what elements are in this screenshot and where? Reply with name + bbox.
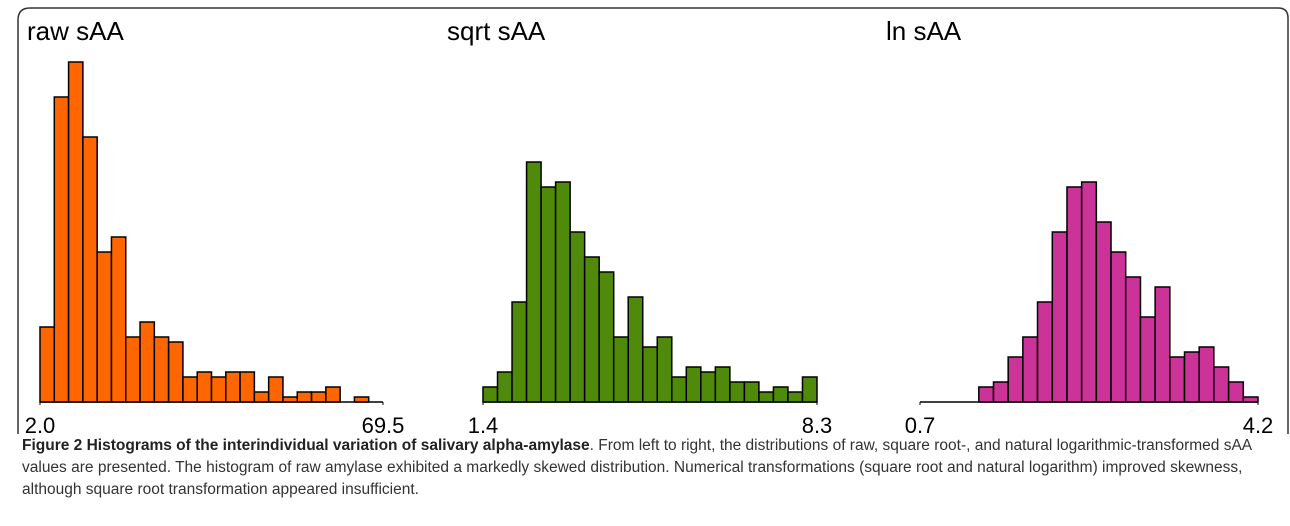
bar xyxy=(1110,251,1127,403)
caption-title: Figure 2 Histograms of the interindividu… xyxy=(22,437,590,454)
bar xyxy=(253,391,270,403)
chart-title: ln sAA xyxy=(886,16,962,46)
bar xyxy=(525,161,542,403)
bar xyxy=(1213,366,1230,403)
bar xyxy=(598,271,615,403)
bar xyxy=(153,336,170,403)
charts: raw sAA 2.0 69.5 sqrt sAA 1.4 8.3 ln sAA 0.7 4.2 xyxy=(17,7,1289,435)
x-tick-label: 69.5 xyxy=(362,413,405,435)
bar xyxy=(1183,351,1200,403)
bar xyxy=(210,376,227,403)
bar xyxy=(743,381,760,403)
caption: Figure 2 Histograms of the interindividu… xyxy=(22,435,1270,501)
bar xyxy=(992,381,1009,403)
x-tick-label: 1.4 xyxy=(468,413,499,435)
bar xyxy=(1007,356,1024,403)
bar xyxy=(714,366,731,403)
bar xyxy=(53,96,70,403)
bar xyxy=(282,396,299,403)
bar xyxy=(239,371,256,403)
bar xyxy=(772,386,789,403)
chart-title: raw sAA xyxy=(27,16,124,46)
bar xyxy=(353,396,370,403)
bar xyxy=(1154,286,1171,403)
bar xyxy=(1095,221,1112,403)
bar xyxy=(641,346,659,403)
x-tick-label: 2.0 xyxy=(25,413,56,435)
bar xyxy=(554,181,571,403)
bar xyxy=(656,336,673,403)
x-tick-label: 4.2 xyxy=(1243,413,1274,435)
bar xyxy=(1036,301,1054,403)
bar xyxy=(700,371,717,403)
bar xyxy=(758,391,775,403)
bar xyxy=(496,371,513,403)
bar xyxy=(196,371,213,403)
bar xyxy=(612,336,629,403)
bar xyxy=(325,386,341,403)
bar xyxy=(139,321,156,403)
x-tick-label: 0.7 xyxy=(905,413,936,435)
bar xyxy=(82,136,98,403)
bar xyxy=(125,336,141,403)
bar xyxy=(801,376,818,403)
bar xyxy=(671,376,688,403)
bar xyxy=(1169,356,1186,403)
frame xyxy=(17,7,1289,434)
bar xyxy=(1242,396,1259,403)
bar xyxy=(1198,346,1215,403)
bar xyxy=(511,301,528,403)
bar xyxy=(1139,316,1156,403)
bar xyxy=(182,376,198,403)
bar xyxy=(569,231,586,403)
bar xyxy=(1051,231,1068,403)
bar xyxy=(482,386,499,403)
bar xyxy=(787,391,804,403)
bar xyxy=(225,371,241,403)
bar xyxy=(583,256,600,403)
bar xyxy=(296,391,313,403)
bar xyxy=(1022,336,1039,403)
bar xyxy=(39,326,56,403)
bar xyxy=(978,386,995,403)
bar xyxy=(267,376,284,403)
bar xyxy=(685,366,702,403)
bar xyxy=(67,61,84,403)
caption-text: . From left to right, the distributions … xyxy=(22,437,1252,498)
bar xyxy=(96,251,113,403)
bar xyxy=(1227,381,1245,403)
bar xyxy=(310,391,327,403)
bar xyxy=(729,381,746,403)
bar xyxy=(627,296,644,403)
x-tick-label: 8.3 xyxy=(802,413,833,435)
bar xyxy=(1080,181,1098,403)
bar xyxy=(1124,276,1142,403)
bar xyxy=(167,341,184,403)
bar xyxy=(1066,186,1083,403)
bar xyxy=(540,186,557,403)
chart-title: sqrt sAA xyxy=(447,16,546,46)
bar xyxy=(110,236,127,403)
